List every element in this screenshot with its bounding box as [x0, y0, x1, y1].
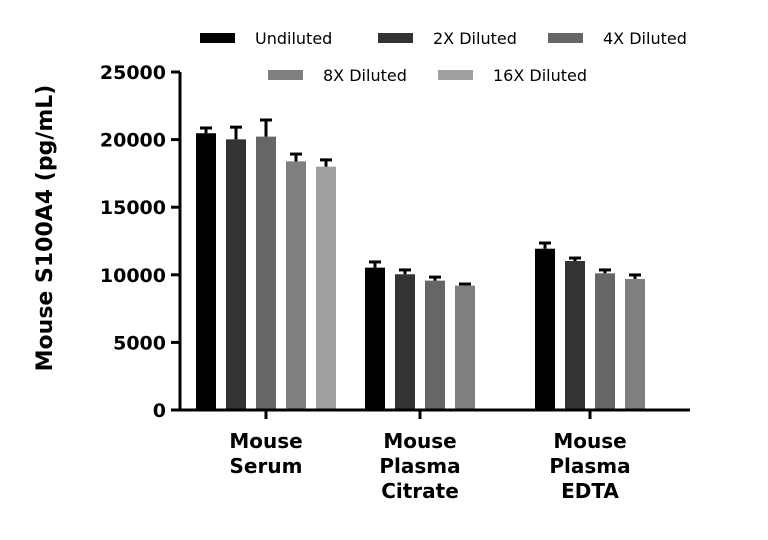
- legend-swatch: [548, 33, 583, 43]
- x-category-label: Plasma: [549, 454, 630, 478]
- bars: [196, 118, 645, 411]
- bar: [455, 285, 475, 410]
- x-category-label: EDTA: [561, 479, 619, 503]
- x-axis: MouseSerumMousePlasmaCitrateMousePlasmaE…: [179, 408, 690, 503]
- y-tick-label: 25000: [100, 62, 166, 84]
- bar: [226, 139, 246, 411]
- y-tick-label: 0: [153, 400, 166, 422]
- x-category-label: Mouse: [553, 429, 626, 453]
- x-category-label: Mouse: [229, 429, 302, 453]
- legend-swatch: [438, 70, 473, 80]
- legend-label: 8X Diluted: [323, 66, 407, 85]
- bar: [565, 261, 585, 410]
- bar: [535, 248, 555, 410]
- bar: [425, 280, 445, 410]
- legend-swatch: [378, 33, 413, 43]
- bar: [316, 166, 336, 410]
- y-axis-label: Mouse S100A4 (pg/mL): [33, 85, 58, 372]
- bar: [595, 273, 615, 410]
- y-tick-label: 15000: [100, 197, 166, 219]
- x-category-label: Citrate: [381, 479, 459, 503]
- legend-label: 16X Diluted: [493, 66, 587, 85]
- bar: [196, 133, 216, 410]
- legend-label: 2X Diluted: [433, 29, 517, 48]
- bar: [395, 274, 415, 410]
- x-category-label: Plasma: [379, 454, 460, 478]
- legend-label: Undiluted: [255, 29, 332, 48]
- y-tick-label: 20000: [100, 130, 166, 152]
- legend-swatch: [268, 70, 303, 80]
- bar: [625, 278, 645, 410]
- y-tick-label: 10000: [100, 265, 166, 287]
- bar: [286, 161, 306, 410]
- y-tick-label: 5000: [113, 332, 166, 354]
- x-category-label: Mouse: [383, 429, 456, 453]
- bar: [365, 267, 385, 410]
- x-category-label: Serum: [230, 454, 303, 478]
- legend-swatch: [200, 33, 235, 43]
- legend-label: 4X Diluted: [603, 29, 687, 48]
- y-axis: 0 5000 10000 15000 20000 25000: [100, 62, 182, 422]
- legend: Undiluted 2X Diluted 4X Diluted 8X Diluted 1…: [200, 29, 687, 85]
- bar: [256, 136, 276, 410]
